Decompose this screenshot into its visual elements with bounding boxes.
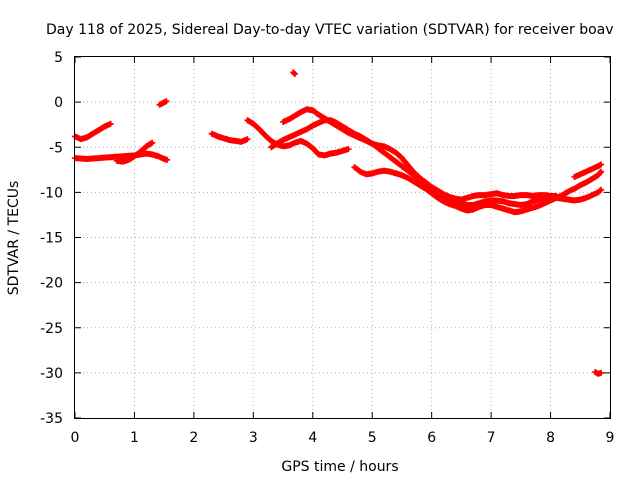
series-arc-i bbox=[351, 164, 605, 216]
x-axis-label: GPS time / hours bbox=[281, 459, 398, 475]
data-point-markers bbox=[208, 130, 251, 145]
y-tick-label: -5 bbox=[49, 140, 63, 156]
x-tick-label: 5 bbox=[368, 430, 377, 446]
x-tick-label: 4 bbox=[308, 430, 317, 446]
axis-ticks: 0 1 2 3 4 5 6 7 8 9 5 0 -5 -10 -15 -20 -25 -30 -35 bbox=[40, 50, 614, 446]
y-tick-label: -20 bbox=[40, 276, 63, 292]
data-point-markers bbox=[351, 164, 605, 216]
y-tick-label: 0 bbox=[54, 95, 63, 111]
x-tick-label: 6 bbox=[427, 430, 436, 446]
series-arc-d bbox=[156, 98, 170, 108]
plot-frame bbox=[74, 56, 611, 419]
x-tick-label: 8 bbox=[546, 430, 555, 446]
y-tick-label: -25 bbox=[40, 321, 63, 337]
series-arc-h bbox=[268, 117, 605, 208]
y-tick-label: -35 bbox=[40, 411, 63, 427]
series-arc-a bbox=[72, 120, 114, 143]
y-axis-label: SDTVAR / TECUs bbox=[6, 181, 22, 296]
x-tick-label: 9 bbox=[606, 430, 615, 446]
x-tick-label: 0 bbox=[71, 430, 80, 446]
x-tick-label: 1 bbox=[130, 430, 139, 446]
x-tick-label: 7 bbox=[487, 430, 496, 446]
y-tick-label: -15 bbox=[40, 231, 63, 247]
data-point-markers bbox=[571, 161, 605, 180]
data-point-markers bbox=[113, 139, 156, 165]
x-tick-label: 3 bbox=[249, 430, 258, 446]
x-tick-label: 2 bbox=[189, 430, 198, 446]
series-arc-c bbox=[113, 139, 156, 165]
series-arc-l bbox=[592, 369, 605, 377]
data-point-markers bbox=[156, 98, 170, 108]
series-arc-j bbox=[571, 161, 605, 180]
grid-layer bbox=[75, 57, 610, 418]
data-point-markers bbox=[592, 369, 605, 377]
data-points bbox=[72, 69, 605, 377]
data-point-markers bbox=[268, 117, 605, 208]
series-arc-k bbox=[290, 69, 298, 78]
y-tick-label: -10 bbox=[40, 185, 63, 201]
y-tick-label: -30 bbox=[40, 366, 63, 382]
data-point-markers bbox=[290, 69, 298, 78]
chart-title: Day 118 of 2025, Sidereal Day-to-day VTE… bbox=[46, 22, 614, 38]
y-tick-label: 5 bbox=[54, 50, 63, 66]
series-arc-e bbox=[208, 130, 251, 145]
data-point-markers bbox=[72, 120, 114, 143]
